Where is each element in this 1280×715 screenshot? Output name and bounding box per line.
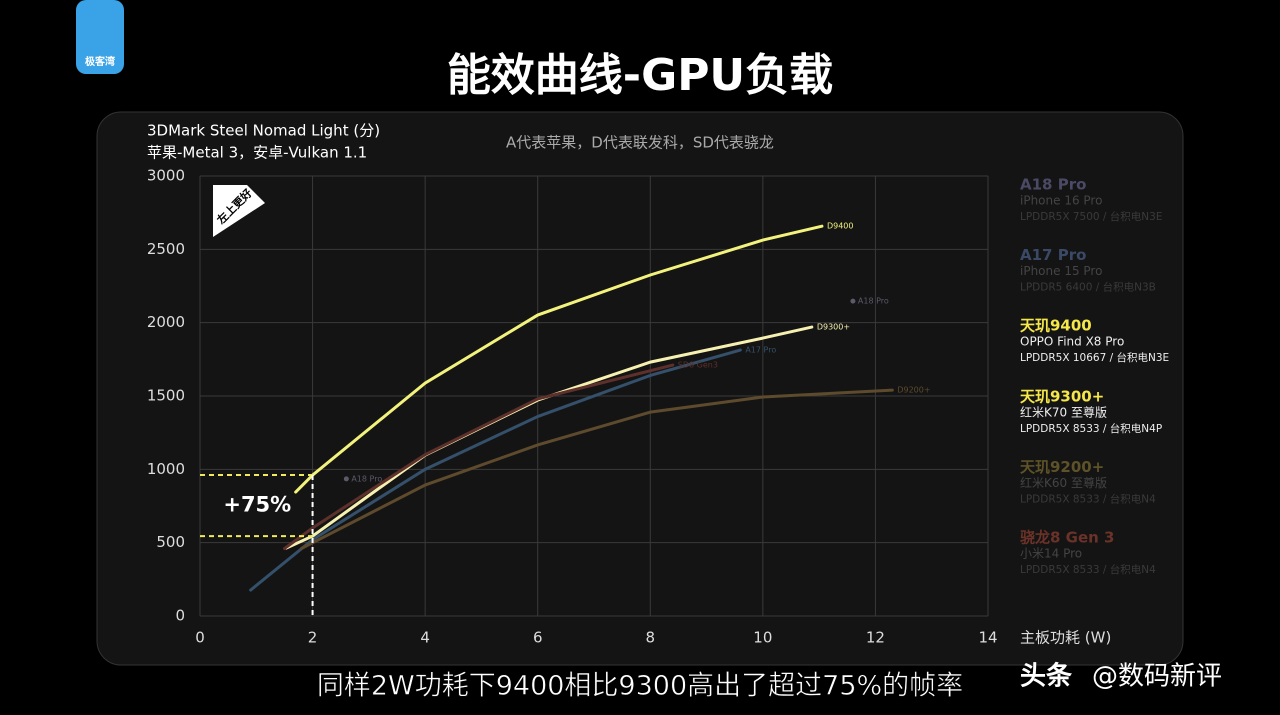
legend-memory: LPDDR5X 8533 / 台积电N4 <box>1020 563 1156 576</box>
legend-memory: LPDDR5X 8533 / 台积电N4P <box>1020 422 1162 435</box>
y-tick-label: 1000 <box>147 460 185 478</box>
y-tick-label: 1500 <box>147 387 185 405</box>
legend-name: 天玑9200+ <box>1020 458 1104 476</box>
end-label: D9300+ <box>817 323 850 332</box>
point-label: A18 Pro <box>351 474 382 483</box>
plot: 0 500 1000 1500 2000 2500 3000 0 2 4 6 8 10 12 14 A18 P… <box>147 167 1169 647</box>
y-tick-label: 0 <box>175 607 185 625</box>
watermark-brand: 头条 <box>1020 662 1073 692</box>
y-tick-label: 2000 <box>147 313 185 331</box>
legend-memory: LPDDR5 6400 / 台积电N3B <box>1020 281 1156 294</box>
x-tick-label: 12 <box>866 629 885 647</box>
y-tick-label: 2500 <box>147 240 185 258</box>
chart-panel <box>96 111 1184 666</box>
subtitle: 苹果-Metal 3，安卓-Vulkan 1.1 <box>147 144 367 162</box>
legend-name: A18 Pro <box>1020 176 1086 194</box>
x-tick-label: 0 <box>195 629 205 647</box>
legend-memory: LPDDR5X 8533 / 台积电N4 <box>1020 492 1156 505</box>
end-label: SD8 Gen3 <box>678 361 718 370</box>
y-tick-label: 3000 <box>147 167 185 185</box>
series-line <box>299 388 894 551</box>
legend-name: A17 Pro <box>1020 246 1086 264</box>
end-label: D9400 <box>827 222 854 231</box>
x-tick-label: 4 <box>420 629 430 647</box>
badge-shape <box>213 185 265 237</box>
series-point <box>850 298 856 304</box>
series-point <box>343 476 349 482</box>
legend-device: iPhone 16 Pro <box>1020 194 1102 208</box>
x-tick-label: 8 <box>646 629 656 647</box>
legend-name: 天玑9400 <box>1020 317 1092 335</box>
logo-badge <box>76 0 124 74</box>
note: A代表苹果，D代表联发科，SD代表骁龙 <box>506 134 774 152</box>
end-label: D9200+ <box>897 386 930 395</box>
x-axis-label: 主板功耗 (W) <box>1020 629 1111 647</box>
annotation-label: +75% <box>223 493 291 517</box>
end-label: A17 Pro <box>745 346 776 355</box>
legend-memory: LPDDR5X 10667 / 台积电N3E <box>1020 351 1169 364</box>
x-tick-label: 2 <box>308 629 318 647</box>
legend-memory: LPDDR5X 7500 / 台积电N3E <box>1020 210 1162 223</box>
legend-device: 红米K60 至尊版 <box>1020 475 1107 490</box>
legend-name: 骁龙8 Gen 3 <box>1020 529 1114 547</box>
y-axis-label: 3DMark Steel Nomad Light (分) <box>147 122 380 140</box>
legend-device: iPhone 15 Pro <box>1020 264 1102 278</box>
point-label: A18 Pro <box>858 297 889 306</box>
watermark-account: @数码新评 <box>1092 662 1222 692</box>
logo-text: 极客湾 <box>85 55 115 68</box>
legend-device: 小米14 Pro <box>1020 547 1082 561</box>
x-tick-label: 10 <box>753 629 772 647</box>
y-tick-label: 500 <box>156 533 185 551</box>
caption: 同样2W功耗下9400相比9300高出了超过75%的帧率 <box>317 671 963 702</box>
series-line <box>282 363 675 551</box>
x-tick-label: 6 <box>533 629 543 647</box>
legend-name: 天玑9300+ <box>1020 387 1104 405</box>
legend-device: OPPO Find X8 Pro <box>1020 335 1124 349</box>
chart-title: 能效曲线-GPU负载 <box>447 50 833 101</box>
x-tick-label: 14 <box>978 629 997 647</box>
legend-device: 红米K70 至尊版 <box>1020 404 1107 419</box>
